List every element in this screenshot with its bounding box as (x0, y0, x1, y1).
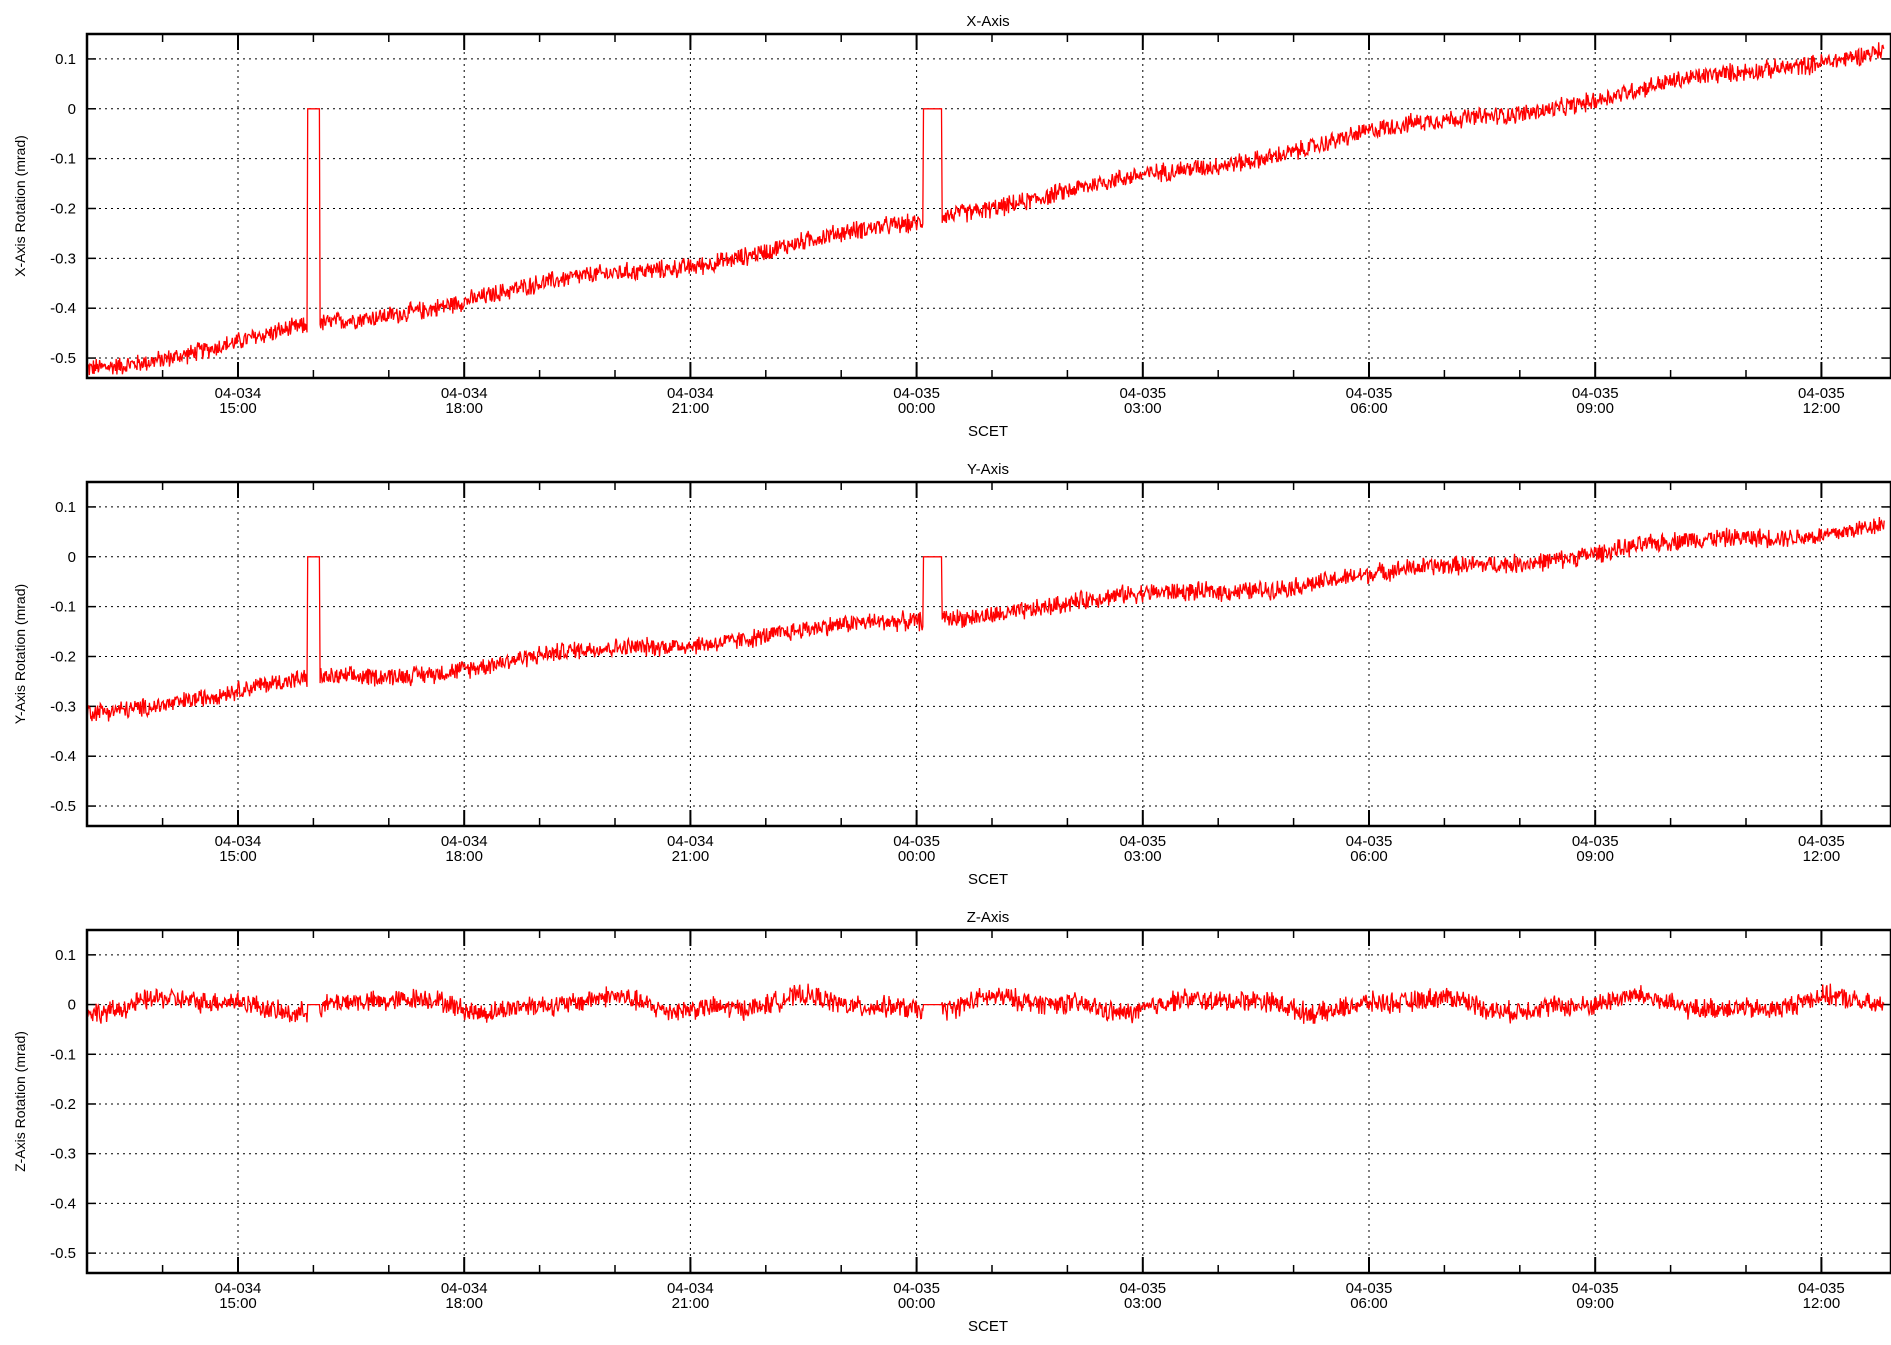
x-tick-label: 04-035 06:00 (1346, 1280, 1393, 1312)
x-tick-label: 04-035 09:00 (1572, 833, 1619, 865)
x-tick-label: 04-035 09:00 (1572, 385, 1619, 417)
x-tick-label: 04-035 06:00 (1346, 833, 1393, 865)
y-tick-label: -0.3 (50, 250, 76, 267)
y-tick-label: -0.4 (50, 748, 76, 765)
x-tick-label: 04-034 21:00 (667, 385, 714, 417)
y-tick-label: -0.5 (50, 350, 76, 367)
x-tick-label: 04-035 00:00 (893, 833, 940, 865)
x-tick-label: 04-035 09:00 (1572, 1280, 1619, 1312)
y-tick-label: -0.5 (50, 1245, 76, 1262)
plot-frame (85, 928, 1891, 1275)
y-axis-label: Y-Axis Rotation (mrad) (12, 584, 28, 724)
y-tick-label: -0.4 (50, 300, 76, 317)
x-tick-label: 04-035 00:00 (893, 1280, 940, 1312)
x-tick-label: 04-035 12:00 (1798, 833, 1845, 865)
x-tick-label: 04-034 15:00 (215, 833, 262, 865)
y-tick-label: -0.3 (50, 698, 76, 715)
y-tick-label: -0.4 (50, 1195, 76, 1212)
x-tick-label: 04-035 00:00 (893, 385, 940, 417)
y-tick-label: 0.1 (55, 51, 76, 68)
y-tick-label: -0.1 (50, 151, 76, 168)
chart-panel-z-axis: Z-Axis 0.1 0 -0.1 -0.2 -0.3 -0.4 -0.5 04-034 15:0… (12, 909, 1891, 1335)
x-axis-label: SCET (968, 1318, 1008, 1335)
chart-title: X-Axis (966, 13, 1009, 30)
series-line (87, 516, 1885, 722)
x-tick-label: 04-035 06:00 (1346, 385, 1393, 417)
x-tick-label: 04-035 03:00 (1119, 833, 1166, 865)
series-line (87, 983, 1885, 1024)
x-tick-label: 04-035 12:00 (1798, 385, 1845, 417)
x-tick-label: 04-034 18:00 (441, 385, 488, 417)
y-tick-label: 0 (68, 549, 76, 566)
chart-panel-x-axis: X-Axis 0.1 0 -0.1 -0.2 -0.3 -0.4 -0.5 04-034 15:0… (12, 13, 1891, 440)
x-tick-label: 04-034 21:00 (667, 1280, 714, 1312)
y-tick-label: 0 (68, 101, 76, 118)
plot-frame (85, 480, 1891, 828)
y-tick-label: 0.1 (55, 947, 76, 964)
series-line (87, 42, 1885, 376)
x-tick-label: 04-035 03:00 (1119, 385, 1166, 417)
y-tick-label: -0.2 (50, 1096, 76, 1113)
x-tick-label: 04-034 15:00 (215, 385, 262, 417)
y-tick-label: 0 (68, 997, 76, 1014)
chart-panel-y-axis: Y-Axis 0.1 0 -0.1 -0.2 -0.3 -0.4 -0.5 04-034 15:0… (12, 461, 1891, 888)
y-axis-label: Z-Axis Rotation (mrad) (12, 1031, 28, 1172)
chart-title: Y-Axis (967, 461, 1009, 478)
x-tick-label: 04-034 21:00 (667, 833, 714, 865)
y-tick-label: -0.5 (50, 798, 76, 815)
x-tick-label: 04-034 15:00 (215, 1280, 262, 1312)
x-axis-label: SCET (968, 423, 1008, 440)
chart-title: Z-Axis (967, 909, 1010, 926)
y-tick-label: -0.2 (50, 648, 76, 665)
x-tick-label: 04-035 03:00 (1119, 1280, 1166, 1312)
x-tick-label: 04-034 18:00 (441, 833, 488, 865)
y-tick-label: -0.3 (50, 1146, 76, 1163)
x-tick-label: 04-034 18:00 (441, 1280, 488, 1312)
plot-frame (85, 32, 1891, 380)
x-axis-label: SCET (968, 871, 1008, 888)
y-tick-label: -0.1 (50, 1046, 76, 1063)
y-tick-label: -0.2 (50, 200, 76, 217)
x-tick-label: 04-035 12:00 (1798, 1280, 1845, 1312)
y-tick-label: -0.1 (50, 599, 76, 616)
y-tick-label: 0.1 (55, 499, 76, 516)
y-axis-label: X-Axis Rotation (mrad) (12, 135, 28, 277)
